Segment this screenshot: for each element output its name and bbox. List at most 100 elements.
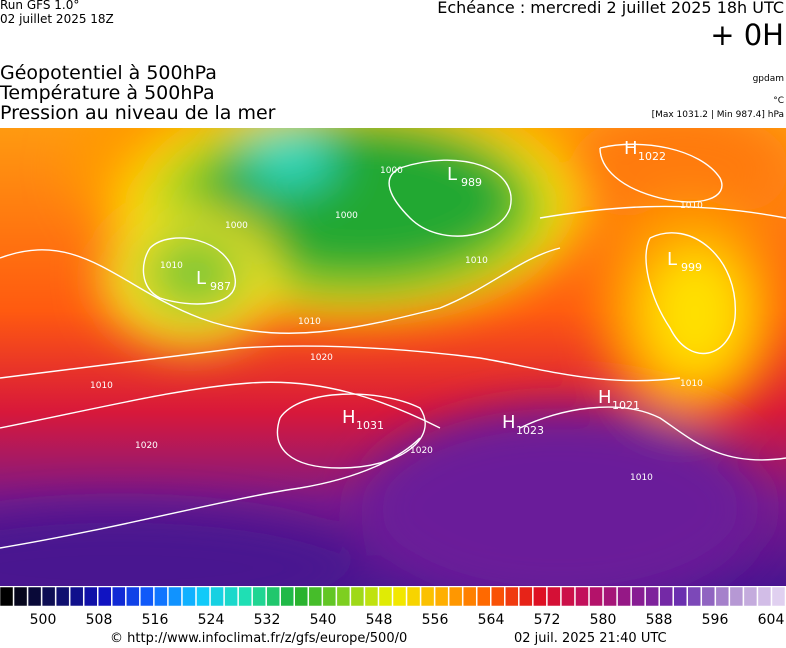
color-swatch — [252, 586, 266, 607]
color-swatch — [154, 586, 168, 607]
color-swatch — [687, 586, 702, 607]
color-swatch — [505, 586, 519, 607]
colorbar-label: 548 — [366, 612, 393, 628]
color-swatch — [98, 586, 112, 607]
center-value: 1031 — [356, 419, 384, 432]
extremes: [Max 1031.2 | Min 987.4] hPa — [651, 110, 784, 120]
color-swatch — [378, 586, 393, 607]
color-swatch — [364, 586, 379, 607]
color-swatch — [771, 586, 786, 607]
color-swatch — [266, 586, 280, 607]
center-value: 1021 — [612, 399, 640, 412]
center-value: 987 — [210, 280, 231, 293]
isobar-label: 1010 — [680, 379, 703, 389]
center-letter: H — [624, 138, 638, 159]
color-swatch — [589, 586, 603, 607]
color-swatch — [406, 586, 421, 607]
color-swatch — [13, 586, 28, 607]
isobar-label: 1010 — [465, 256, 488, 266]
field: Pression au niveau de la mer — [0, 102, 276, 124]
colorbar-label: 580 — [590, 612, 617, 628]
color-swatch — [224, 586, 238, 607]
color-swatch — [210, 586, 224, 607]
color-swatch — [519, 586, 533, 607]
field: Géopotentiel à 500hPa — [0, 62, 217, 84]
color-swatch — [743, 586, 758, 607]
isobar-label: 1020 — [310, 353, 333, 363]
center-value: 1023 — [516, 424, 544, 437]
colorbar-label: 564 — [478, 612, 505, 628]
color-swatch — [673, 586, 688, 607]
color-swatch — [448, 586, 463, 607]
colorbar-label: 588 — [646, 612, 673, 628]
run: Run GFS 1.0° — [0, 0, 80, 12]
isobar-label: 1020 — [135, 441, 158, 451]
isobar-label: 1010 — [298, 317, 321, 327]
color-swatch — [561, 586, 575, 607]
colorbar-label: 540 — [310, 612, 337, 628]
color-swatch — [69, 586, 84, 607]
color-swatch — [280, 586, 295, 607]
isobars — [0, 143, 786, 549]
color-swatch — [462, 586, 477, 607]
colorbar-label: 500 — [30, 612, 57, 628]
color-swatch — [645, 586, 659, 607]
color-swatch — [55, 586, 70, 607]
colorbar-label: 604 — [758, 612, 785, 628]
field: Température à 500hPa — [0, 82, 215, 104]
field-shading — [0, 128, 786, 586]
echeance: Echéance : mercredi 2 juillet 2025 18h U… — [437, 0, 784, 17]
isobar-label: 1020 — [410, 446, 433, 456]
color-swatch — [603, 586, 617, 607]
color-swatch — [715, 586, 730, 607]
isobar-label: 1010 — [680, 201, 703, 211]
center-letter: L — [447, 164, 457, 185]
color-swatch — [168, 586, 182, 607]
color-swatch — [238, 586, 252, 607]
colorbar: 500 508 516 524 532 540 548 556 564 572 580 588 596 6… — [0, 586, 786, 628]
color-swatch — [434, 586, 449, 607]
source-url: © http://www.infoclimat.fr/z/gfs/europe/… — [110, 631, 408, 646]
color-swatch — [631, 586, 645, 607]
color-swatch — [27, 586, 42, 607]
color-swatch — [196, 586, 210, 607]
color-swatch — [392, 586, 407, 607]
color-swatch — [140, 586, 154, 607]
color-swatch — [701, 586, 716, 607]
color-swatch — [294, 586, 309, 607]
color-swatch — [729, 586, 744, 607]
center-letter: L — [667, 249, 677, 270]
color-swatch — [575, 586, 589, 607]
colorbar-label: 532 — [254, 612, 281, 628]
color-swatch — [491, 586, 505, 607]
color-swatch — [336, 586, 351, 607]
colorbar-label: 516 — [142, 612, 169, 628]
color-swatch — [659, 586, 673, 607]
color-swatch — [533, 586, 547, 607]
center-letter: H — [598, 387, 612, 408]
color-swatch — [617, 586, 631, 607]
isobar-label: 1010 — [160, 261, 183, 271]
isobar-label: 1000 — [335, 211, 358, 221]
colorbar-label: 508 — [86, 612, 113, 628]
color-swatch — [0, 586, 14, 607]
color-swatch — [112, 586, 126, 607]
color-swatch — [547, 586, 561, 607]
center-letter: L — [196, 268, 206, 289]
isobar-label: 1000 — [380, 166, 403, 176]
color-swatch — [308, 586, 323, 607]
center-value: 1022 — [638, 150, 666, 163]
colorbar-label: 524 — [198, 612, 225, 628]
color-swatch — [126, 586, 140, 607]
color-swatch — [350, 586, 365, 607]
color-swatch — [41, 586, 56, 607]
unit: °C — [773, 96, 784, 106]
isobar-label: 1010 — [90, 381, 113, 391]
color-swatch — [476, 586, 491, 607]
colorbar-label: 556 — [422, 612, 449, 628]
offset: + 0H — [710, 18, 784, 52]
run-date: 02 juillet 2025 18Z — [0, 12, 114, 26]
isobar-label: 1010 — [630, 473, 653, 483]
